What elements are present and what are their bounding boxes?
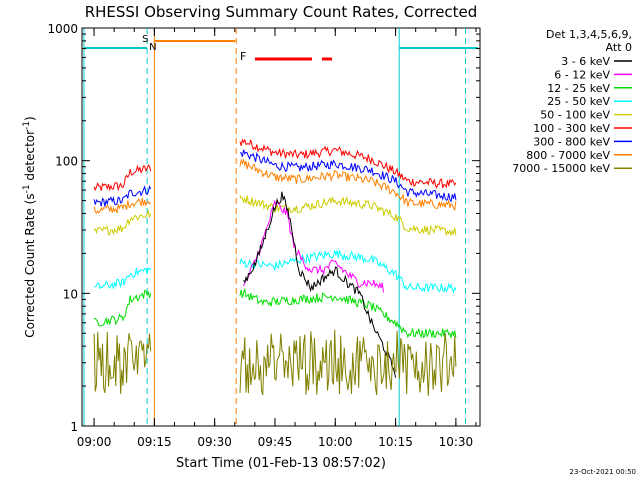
- series-group: [93, 158, 457, 214]
- annotation-n-label: N: [149, 42, 156, 53]
- series-line: [243, 191, 397, 378]
- series-line: [239, 194, 457, 236]
- legend-entry-label: 12 - 25 keV: [547, 82, 610, 95]
- x-tick-label: 09:00: [77, 435, 112, 449]
- series-group: [93, 149, 457, 207]
- legend-entry-label: 3 - 6 keV: [561, 55, 610, 68]
- y-axis-label-sup1: -1: [22, 184, 32, 193]
- series-line: [93, 198, 152, 214]
- legend-entry-label: 100 - 300 keV: [533, 122, 610, 135]
- legend-entry-label: 300 - 800 keV: [533, 135, 610, 148]
- x-tick-label: 09:30: [197, 435, 232, 449]
- series-line: [239, 287, 457, 339]
- footer-timestamp: 23-Oct-2021 00:50: [570, 468, 636, 476]
- series-line: [239, 138, 457, 189]
- series-line: [93, 267, 152, 290]
- y-tick-label: 10: [63, 287, 78, 301]
- x-tick-label: 10:30: [439, 435, 474, 449]
- series-line: [239, 158, 457, 212]
- y-tick-label: 100: [55, 155, 78, 169]
- series-line: [239, 149, 457, 203]
- chart-layer: SN F 1 10 100 1000 09:00 09:15 09:30 09:45 10:00 10…: [47, 22, 632, 449]
- series-line: [93, 209, 152, 236]
- legend-entry-label: 7000 - 15000 keV: [512, 162, 610, 175]
- series-group: [93, 329, 457, 396]
- series-group: [94, 287, 457, 339]
- series-group: [93, 194, 457, 236]
- legend-entry-label: 25 - 50 keV: [547, 95, 610, 108]
- y-axis-label-mid: detector: [23, 130, 37, 185]
- series-line: [93, 164, 152, 192]
- y-axis-label: Corrected Count Rate (s-1 detector-1): [22, 116, 37, 337]
- legend-entry-label: 50 - 100 keV: [540, 109, 610, 122]
- series-line: [239, 329, 457, 396]
- y-tick-label: 1000: [47, 22, 78, 36]
- x-tick-label: 09:15: [137, 435, 172, 449]
- legend-entry-label: 6 - 12 keV: [554, 68, 610, 81]
- x-axis-label: Start Time (01-Feb-13 08:57:02): [176, 456, 386, 471]
- series-group: [93, 249, 457, 294]
- x-tick-label: 09:45: [258, 435, 293, 449]
- x-tick-label: 10:15: [378, 435, 413, 449]
- legend-header-1: Det 1,3,4,5,6,9,: [546, 28, 632, 41]
- legend-header-2: Att 0: [606, 41, 632, 54]
- series-group: [243, 191, 397, 378]
- annotation-s-label: S: [142, 34, 148, 45]
- y-axis-label-pre: Corrected Count Rate (s: [23, 193, 37, 337]
- series-line: [243, 199, 384, 293]
- series-line: [93, 331, 152, 394]
- annotation-f-label: F: [240, 50, 246, 63]
- chart-title: RHESSI Observing Summary Count Rates, Co…: [85, 3, 478, 21]
- y-axis-label-post: ): [23, 116, 37, 121]
- y-axis-label-sup2: -1: [22, 121, 32, 130]
- plot-frame: [81, 27, 481, 427]
- x-tick-label: 10:00: [318, 435, 353, 449]
- series-group: [93, 138, 457, 192]
- series-line: [239, 249, 457, 294]
- series-group: [243, 199, 384, 293]
- y-tick-label: 1: [70, 420, 78, 434]
- series-line: [94, 289, 152, 327]
- legend-entry-label: 800 - 7000 keV: [526, 149, 610, 162]
- series-line: [93, 185, 152, 207]
